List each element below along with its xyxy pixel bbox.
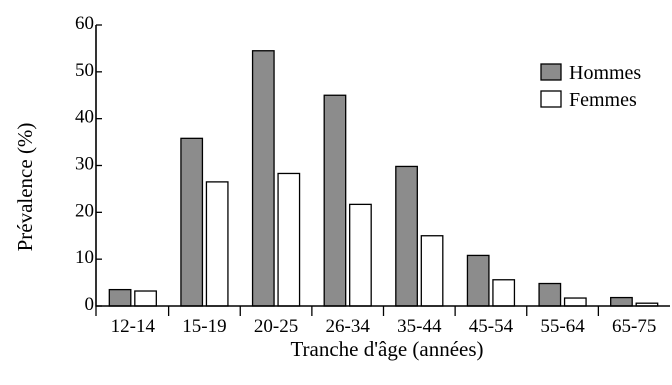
y-tick-label-40: 40 xyxy=(75,107,94,128)
x-tick-label-35-44: 35-44 xyxy=(397,316,442,337)
bar-hommes-26-34 xyxy=(323,94,347,307)
bar-hommes-12-14 xyxy=(108,288,132,307)
x-tick-label-15-19: 15-19 xyxy=(182,316,226,337)
bar-hommes-65-75 xyxy=(610,296,633,307)
bar-hommes-15-19 xyxy=(180,137,204,307)
bars xyxy=(108,50,659,307)
bar-femmes-15-19 xyxy=(205,181,229,307)
x-tick-label-26-34: 26-34 xyxy=(326,316,371,337)
bar-femmes-26-34 xyxy=(349,203,372,307)
legend-swatch-hommes xyxy=(540,63,562,81)
y-tick-label-20: 20 xyxy=(75,200,94,221)
x-tick-label-20-25: 20-25 xyxy=(254,316,298,337)
y-axis-title: Prévalence (%) xyxy=(13,123,37,252)
bar-hommes-20-25 xyxy=(251,50,275,307)
legend: Hommes Femmes xyxy=(540,62,641,111)
bar-femmes-35-44 xyxy=(420,235,444,307)
bar-femmes-20-25 xyxy=(277,172,301,307)
x-axis-title: Tranche d'âge (années) xyxy=(290,337,483,361)
y-tick-label-0: 0 xyxy=(85,294,95,315)
x-tick-label-65-75: 65-75 xyxy=(612,316,656,337)
legend-label-hommes: Hommes xyxy=(569,62,641,84)
bar-hommes-35-44 xyxy=(395,165,418,307)
y-tick-label-60: 60 xyxy=(75,13,94,34)
x-tick-label-45-54: 45-54 xyxy=(469,316,514,337)
bar-femmes-55-64 xyxy=(563,297,587,307)
x-tick-label-55-64: 55-64 xyxy=(540,316,585,337)
bar-hommes-45-54 xyxy=(466,254,490,307)
y-axis-ticks: 0 10 20 30 40 50 60 xyxy=(75,13,102,315)
x-tick-label-12-14: 12-14 xyxy=(111,316,156,337)
legend-swatch-femmes xyxy=(540,90,562,108)
bar-femmes-12-14 xyxy=(134,290,157,307)
y-tick-label-50: 50 xyxy=(75,60,94,81)
y-tick-label-10: 10 xyxy=(75,247,94,268)
x-axis-ticks: 12-14 15-19 20-25 26-34 35-44 45-54 55-64 65-75 xyxy=(95,306,656,337)
y-tick-label-30: 30 xyxy=(75,154,94,175)
legend-label-femmes: Femmes xyxy=(569,89,637,111)
bar-hommes-55-64 xyxy=(538,282,562,307)
bar-femmes-45-54 xyxy=(492,279,516,307)
